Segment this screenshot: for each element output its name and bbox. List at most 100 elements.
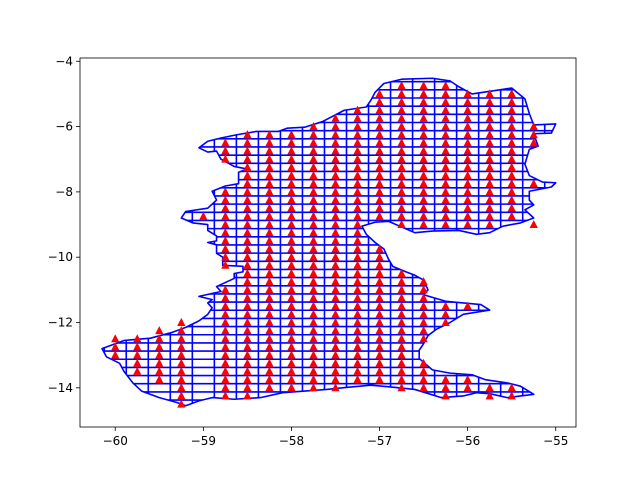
marker-point: [133, 366, 142, 375]
marker-point: [221, 203, 230, 212]
marker-point: [397, 350, 406, 359]
marker-point: [265, 326, 274, 335]
marker-point: [111, 350, 120, 359]
marker-point: [507, 211, 516, 220]
marker-point: [353, 138, 362, 147]
marker-point: [177, 383, 186, 392]
marker-point: [507, 89, 516, 98]
marker-point: [265, 350, 274, 359]
marker-point: [397, 309, 406, 318]
marker-point: [419, 170, 428, 180]
marker-point: [331, 383, 340, 392]
marker-point: [243, 146, 252, 155]
marker-point: [309, 154, 318, 163]
marker-point: [397, 334, 406, 343]
marker-point: [353, 105, 362, 114]
marker-point: [155, 375, 164, 384]
marker-point: [243, 236, 252, 245]
marker-point: [507, 154, 516, 163]
marker-point: [221, 358, 230, 367]
marker-point: [287, 228, 296, 237]
marker-point: [419, 97, 428, 106]
marker-point: [309, 334, 318, 343]
marker-point: [287, 317, 296, 326]
marker-point: [309, 317, 318, 326]
marker-point: [331, 138, 340, 147]
marker-point: [375, 342, 384, 351]
marker-point: [441, 187, 450, 196]
marker-point: [133, 358, 142, 367]
marker-point: [331, 146, 340, 155]
marker-point: [419, 187, 428, 196]
marker-point: [441, 81, 450, 90]
marker-point: [485, 219, 494, 228]
marker-point: [221, 211, 230, 220]
marker-point: [397, 146, 406, 155]
marker-point: [441, 317, 450, 326]
marker-point: [419, 366, 428, 375]
marker-point: [507, 113, 516, 122]
marker-point: [265, 236, 274, 245]
marker-point: [265, 366, 274, 375]
marker-point: [243, 366, 252, 375]
marker-point: [441, 138, 450, 147]
marker-point: [265, 130, 274, 139]
marker-point: [243, 228, 252, 237]
y-tick-label: −4: [55, 54, 73, 68]
marker-point: [397, 162, 406, 171]
marker-point: [221, 317, 230, 326]
marker-point: [507, 179, 516, 188]
marker-point: [441, 211, 450, 220]
marker-point: [529, 179, 538, 188]
marker-point: [309, 301, 318, 310]
marker-point: [485, 121, 494, 131]
marker-point: [331, 228, 340, 237]
marker-point: [419, 285, 428, 294]
marker-point: [375, 121, 384, 131]
marker-point: [485, 113, 494, 122]
marker-point: [397, 89, 406, 98]
marker-point: [353, 375, 362, 384]
marker-point: [397, 179, 406, 188]
marker-point: [265, 162, 274, 171]
marker-point: [507, 97, 516, 106]
marker-point: [265, 203, 274, 212]
marker-point: [463, 146, 472, 155]
marker-point: [221, 187, 230, 196]
marker-point: [309, 277, 318, 286]
marker-point: [221, 219, 230, 228]
y-tick-label: −8: [55, 185, 73, 199]
marker-point: [397, 268, 406, 277]
marker-point: [485, 195, 494, 204]
marker-point: [397, 170, 406, 180]
marker-point: [331, 293, 340, 302]
marker-point: [331, 285, 340, 294]
marker-point: [529, 219, 538, 228]
marker-point: [507, 121, 516, 131]
marker-point: [243, 293, 252, 302]
marker-point: [111, 342, 120, 351]
marker-point: [507, 170, 516, 180]
marker-point: [331, 317, 340, 326]
marker-point: [353, 179, 362, 188]
marker-point: [375, 179, 384, 188]
marker-point: [353, 358, 362, 367]
marker-point: [309, 130, 318, 139]
marker-series: [111, 81, 538, 408]
marker-point: [485, 146, 494, 155]
marker-point: [177, 317, 186, 326]
marker-point: [419, 211, 428, 220]
marker-point: [221, 138, 230, 147]
marker-point: [353, 350, 362, 359]
marker-point: [397, 130, 406, 139]
marker-point: [419, 130, 428, 139]
marker-point: [309, 211, 318, 220]
marker-point: [463, 170, 472, 180]
marker-point: [287, 260, 296, 269]
marker-point: [375, 350, 384, 359]
marker-point: [309, 162, 318, 171]
marker-point: [353, 146, 362, 155]
marker-point: [221, 293, 230, 302]
marker-point: [243, 244, 252, 253]
marker-point: [463, 138, 472, 147]
